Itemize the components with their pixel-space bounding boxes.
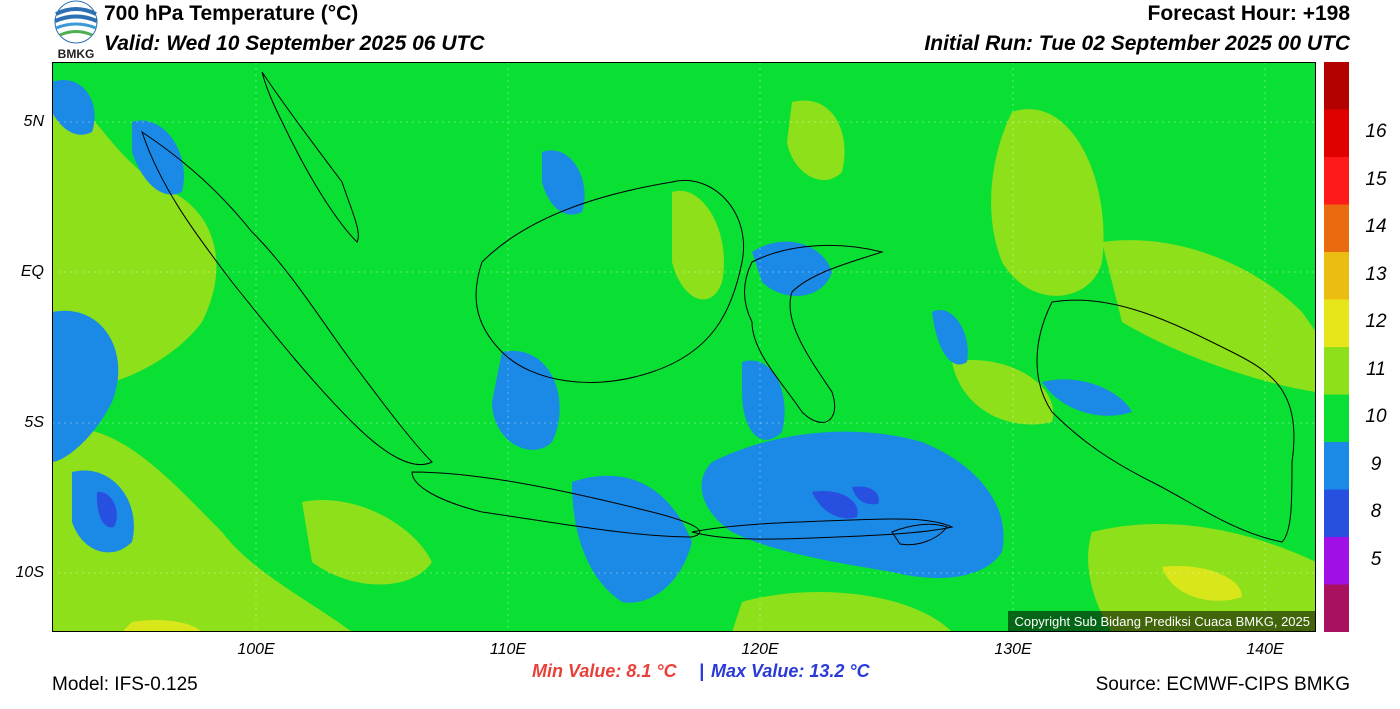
x-tick-140e: 140E [1246, 641, 1284, 658]
forecast-hour: Forecast Hour: +198 [1147, 2, 1351, 25]
y-tick-5n: 5N [23, 113, 44, 130]
y-tick-10s: 10S [15, 564, 44, 581]
borneo-outline [475, 180, 744, 383]
bmkg-logo-icon: BMKG [54, 0, 98, 61]
valid-time: Valid: Wed 10 September 2025 06 UTC [104, 32, 485, 55]
y-tick-eq: EQ [20, 263, 44, 280]
malay-peninsula-outline [261, 71, 359, 243]
map-title: 700 hPa Temperature (°C) [104, 2, 359, 25]
sumatra-outline [141, 130, 433, 466]
colorbar-label: 11 [1366, 358, 1386, 380]
colorbar-label: 8 [1370, 501, 1382, 523]
colorbar-label: 12 [1365, 311, 1387, 333]
colorbar-label: 10 [1365, 406, 1387, 428]
copyright-notice: Copyright Sub Bidang Prediksi Cuaca BMKG… [1008, 611, 1316, 632]
temperature-map: Copyright Sub Bidang Prediksi Cuaca BMKG… [52, 62, 1316, 632]
colorbar-svg [1324, 62, 1349, 633]
temp-region-10 [132, 120, 184, 195]
temp-9-layer [96, 486, 879, 528]
colorbar-label: 5 [1370, 548, 1382, 570]
temp-region-12 [787, 100, 845, 181]
colorbar-segment [1324, 299, 1349, 348]
temp-region-12 [302, 500, 432, 585]
sulawesi-outline [744, 244, 884, 423]
map-gridlines [52, 62, 1316, 632]
temp-region-9 [852, 486, 879, 505]
y-tick-5s: 5S [24, 414, 44, 431]
x-tick-130e: 130E [994, 641, 1032, 658]
timor-outline [891, 523, 948, 546]
colorbar-segment [1324, 347, 1349, 395]
temp-region-10 [742, 360, 785, 440]
colorbar-label: 13 [1365, 263, 1387, 285]
initial-run: Initial Run: Tue 02 September 2025 00 UT… [924, 32, 1350, 55]
colorbar-label: 9 [1370, 453, 1382, 475]
minmax-separator: | [699, 661, 705, 681]
papua-outline [1036, 299, 1295, 543]
temp-region-13 [1162, 566, 1242, 601]
colorbar-segment [1324, 489, 1349, 538]
java-outline [411, 471, 701, 538]
colorbar-segment [1324, 62, 1349, 110]
colorbar-labels: 16 15 14 13 12 11 10 9 8 5 [1338, 62, 1398, 632]
colorbar-label: 15 [1365, 168, 1387, 190]
source-label: Source: ECMWF-CIPS BMKG [1095, 674, 1350, 695]
temp-region-9 [96, 491, 117, 528]
x-tick-110e: 110E [489, 641, 527, 658]
colorbar-segment [1324, 252, 1349, 300]
temperature-map-svg [52, 62, 1316, 632]
temp-region-12 [52, 428, 352, 632]
colorbar-segment [1324, 157, 1349, 205]
temp-region-13 [122, 620, 202, 632]
temp-region-12 [1102, 240, 1316, 392]
temp-region-10 [52, 80, 95, 135]
colorbar-label: 14 [1365, 216, 1387, 238]
nusa-tenggara-outline [691, 518, 954, 540]
bmkg-logo: BMKG [52, 0, 100, 62]
coastline-outlines [141, 71, 1295, 546]
min-value: Min Value: 8.1 °C [532, 661, 677, 681]
x-tick-120e: 120E [741, 641, 779, 658]
colorbar-label: 16 [1365, 121, 1387, 143]
temp-region-10 [542, 150, 585, 215]
temp-region-10 [1042, 379, 1132, 416]
colorbar-segment [1324, 537, 1349, 585]
colorbar-segment [1324, 584, 1349, 633]
temp-region-12 [732, 592, 952, 632]
temp-region-12 [672, 190, 724, 300]
temp-region-10 [572, 475, 692, 603]
temp-region-12 [52, 82, 217, 392]
model-label: Model: IFS-0.125 [52, 674, 198, 695]
temp-13-layer [122, 566, 1242, 632]
temp-region-12 [991, 109, 1104, 296]
temp-region-12 [952, 360, 1054, 425]
colorbar-segment [1324, 204, 1349, 253]
colorbar-segment [1324, 394, 1349, 443]
temp-region-10 [932, 310, 968, 365]
colorbar-segment [1324, 442, 1349, 490]
temp-region-10 [752, 241, 832, 296]
x-tick-100e: 100E [237, 641, 275, 658]
colorbar [1324, 62, 1349, 633]
colorbar-segment [1324, 109, 1349, 158]
temp-region-9 [812, 491, 858, 519]
logo-text: BMKG [58, 47, 95, 61]
temp-region-10 [52, 310, 119, 462]
max-value: Max Value: 13.2 °C [711, 661, 870, 681]
map-frame [52, 62, 1316, 632]
